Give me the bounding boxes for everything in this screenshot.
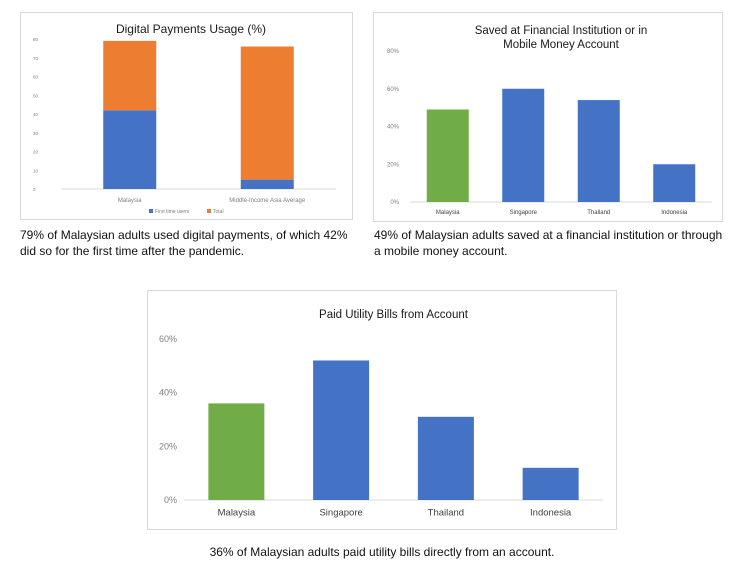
y-tick-label: 80 xyxy=(33,37,39,42)
y-tick-label: 10 xyxy=(33,168,39,173)
utility-bills-chart: Paid Utility Bills from Account 0% 20% 40% 6… xyxy=(159,309,603,519)
bar-singapore xyxy=(502,88,545,202)
chart-title-line-0: Paid Utility Bills from Account xyxy=(319,309,469,321)
x-tick-label: Middle-Income Asia Average xyxy=(229,198,306,204)
utility-bills-chart-panel: Paid Utility Bills from Account 0% 20% 40% 6… xyxy=(147,290,617,530)
y-tick-label: 60% xyxy=(387,87,400,93)
y-tick-label: 0 xyxy=(33,187,36,192)
y-tick-label: 30 xyxy=(33,131,39,136)
y-tick-label: 0% xyxy=(164,495,177,505)
chart-title-line-1: Mobile Money Account xyxy=(503,39,620,51)
chart-title: Digital Payments Usage (%) xyxy=(116,22,266,36)
y-tick-label: 60% xyxy=(159,334,177,344)
saved-account-chart-panel: Saved at Financial Institution or in Mobi… xyxy=(373,12,723,222)
bar-indonesia xyxy=(653,164,696,202)
legend-swatch-1 xyxy=(207,209,211,213)
x-tick-label: Thailand xyxy=(428,508,464,519)
saved-account-chart: Saved at Financial Institution or in Mobi… xyxy=(387,25,712,216)
y-tick-label: 70 xyxy=(33,56,39,61)
bar-singapore xyxy=(313,360,370,500)
y-tick-label: 50 xyxy=(33,93,39,98)
x-tick-label: Singapore xyxy=(510,210,538,216)
utility-bills-caption: 36% of Malaysian adults paid utility bil… xyxy=(209,545,555,559)
y-tick-label: 60 xyxy=(33,75,39,80)
bar-malaysia xyxy=(426,109,469,202)
bar-indonesia xyxy=(522,467,579,500)
x-tick-label: Singapore xyxy=(319,508,362,519)
x-tick-label: Indonesia xyxy=(661,210,688,216)
legend-label-1: Total xyxy=(213,209,224,215)
y-tick-label: 40 xyxy=(33,112,39,117)
digital-payments-chart-panel: Digital Payments Usage (%) 0 10 20 30 40 50 60 7… xyxy=(20,12,353,220)
bar-first-time-users-1 xyxy=(240,179,294,189)
y-tick-label: 20 xyxy=(33,150,39,155)
bar-thailand xyxy=(417,416,474,500)
y-tick-label: 40% xyxy=(387,125,400,131)
bar-total-1 xyxy=(240,46,294,180)
y-tick-label: 40% xyxy=(159,388,177,398)
y-tick-label: 80% xyxy=(387,49,400,55)
bar-total-0 xyxy=(103,40,157,111)
legend-swatch-0 xyxy=(149,209,153,213)
y-tick-label: 20% xyxy=(387,162,400,168)
bar-first-time-users-0 xyxy=(103,110,157,189)
y-tick-label: 20% xyxy=(159,441,177,451)
bar-malaysia xyxy=(208,403,265,500)
x-tick-label: Indonesia xyxy=(530,508,572,519)
x-tick-label: Thailand xyxy=(587,210,610,216)
digital-payments-chart: Digital Payments Usage (%) 0 10 20 30 40 50 60 7… xyxy=(33,22,336,215)
chart-title-line-0: Saved at Financial Institution or in xyxy=(475,25,648,37)
x-tick-label: Malaysia xyxy=(436,210,460,216)
legend-label-0: First time users xyxy=(155,209,190,215)
y-tick-label: 0% xyxy=(390,200,399,206)
bar-thailand xyxy=(577,100,620,202)
saved-account-caption: 49% of Malaysian adults saved at a finan… xyxy=(374,228,723,258)
digital-payments-caption: 79% of Malaysian adults used digital pay… xyxy=(20,228,348,258)
x-tick-label: Malaysia xyxy=(218,508,256,519)
x-tick-label: Malaysia xyxy=(118,198,142,204)
